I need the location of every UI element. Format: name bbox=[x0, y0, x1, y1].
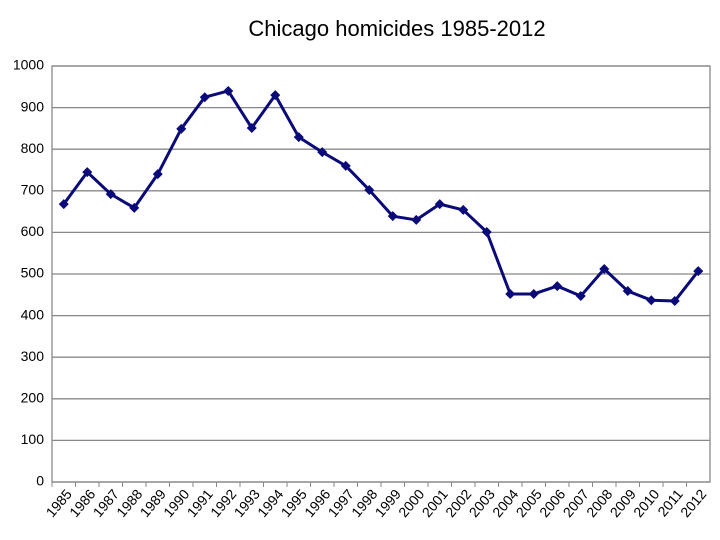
marker bbox=[317, 147, 328, 158]
x-tick-label: 1994 bbox=[254, 486, 286, 520]
y-tick-label: 800 bbox=[21, 140, 45, 156]
x-tick-label: 1998 bbox=[348, 486, 380, 520]
marker bbox=[528, 288, 539, 299]
marker bbox=[129, 202, 140, 213]
marker bbox=[176, 123, 187, 134]
x-tick-label: 2005 bbox=[513, 486, 545, 520]
x-tick-label: 1985 bbox=[43, 486, 75, 520]
marker bbox=[552, 281, 563, 292]
x-tick-label: 1990 bbox=[160, 486, 192, 520]
y-tick-label: 200 bbox=[21, 390, 45, 406]
y-tick-label: 1000 bbox=[13, 57, 44, 73]
x-tick-label: 1999 bbox=[372, 486, 404, 520]
marker bbox=[105, 189, 116, 200]
marker bbox=[58, 199, 69, 210]
x-tick-label: 1989 bbox=[137, 486, 169, 520]
y-tick-label: 100 bbox=[21, 431, 45, 447]
x-tick-label: 2001 bbox=[419, 486, 451, 520]
x-tick-label: 2012 bbox=[677, 486, 709, 520]
x-tick-label: 1987 bbox=[90, 486, 122, 520]
marker bbox=[458, 204, 469, 215]
marker bbox=[575, 291, 586, 302]
y-tick-label: 600 bbox=[21, 223, 45, 239]
marker bbox=[364, 184, 375, 195]
chart-title: Chicago homicides 1985-2012 bbox=[248, 16, 545, 41]
marker bbox=[152, 169, 163, 180]
marker bbox=[646, 295, 657, 306]
marker bbox=[246, 122, 257, 133]
marker bbox=[411, 214, 422, 225]
x-tick-label: 2006 bbox=[536, 486, 568, 520]
y-tick-label: 0 bbox=[36, 473, 44, 489]
x-tick-label: 1995 bbox=[278, 486, 310, 520]
y-tick-label: 700 bbox=[21, 182, 45, 198]
x-tick-label: 1991 bbox=[184, 486, 216, 520]
x-tick-label: 2010 bbox=[630, 486, 662, 520]
x-tick-label: 2002 bbox=[442, 486, 474, 520]
y-tick-label: 500 bbox=[21, 265, 45, 281]
marker bbox=[82, 167, 93, 178]
marker bbox=[669, 296, 680, 307]
marker bbox=[599, 264, 610, 275]
y-tick-label: 400 bbox=[21, 306, 45, 322]
x-tick-label: 2004 bbox=[489, 486, 521, 520]
line bbox=[62, 89, 700, 303]
marker bbox=[434, 199, 445, 210]
marker bbox=[270, 90, 281, 101]
x-tick-label: 1996 bbox=[301, 486, 333, 520]
y-tick-label: 900 bbox=[21, 98, 45, 114]
x-tick-label: 1993 bbox=[231, 486, 263, 520]
x-tick-label: 1992 bbox=[207, 486, 239, 520]
marker bbox=[505, 288, 516, 299]
y-tick-label: 300 bbox=[21, 348, 45, 364]
marker bbox=[340, 160, 351, 171]
marker bbox=[199, 92, 210, 103]
x-tick-label: 1986 bbox=[66, 486, 98, 520]
x-tick-label: 2007 bbox=[560, 486, 592, 520]
x-tick-label: 1997 bbox=[325, 486, 357, 520]
marker bbox=[481, 226, 492, 237]
x-tick-label: 2008 bbox=[583, 486, 615, 520]
x-tick-label: 1988 bbox=[113, 486, 145, 520]
marker bbox=[293, 132, 304, 143]
x-tick-label: 2000 bbox=[395, 486, 427, 520]
marker bbox=[622, 286, 633, 297]
x-tick-label: 2003 bbox=[466, 486, 498, 520]
marker bbox=[387, 211, 398, 222]
x-tick-label: 2009 bbox=[607, 486, 639, 520]
marker bbox=[223, 85, 234, 96]
marker bbox=[693, 266, 704, 277]
